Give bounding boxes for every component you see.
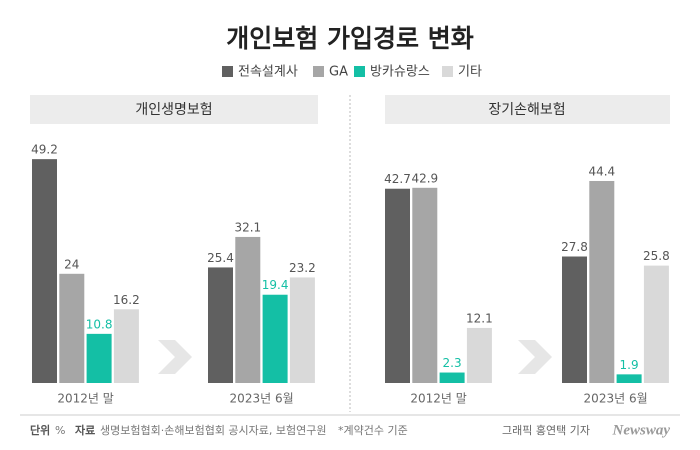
credit: 그래픽 홍연택 기자 (502, 423, 590, 437)
bar (262, 294, 288, 383)
source: 생명보험협회·손해보험협회 공시자료, 보험연구원 (100, 423, 327, 437)
legend-swatch (222, 66, 233, 77)
unit-label: 단위 (30, 423, 50, 437)
note: *계약건수 기준 (338, 423, 408, 437)
value-label: 25.4 (207, 251, 234, 265)
bar (59, 273, 85, 383)
value-label: 2.3 (443, 356, 462, 370)
x-tick-label: 2012년 말 (57, 392, 113, 406)
bar (589, 180, 615, 383)
panel-header (30, 95, 318, 124)
value-label: 42.7 (384, 172, 411, 186)
x-tick-label: 2023년 6월 (584, 392, 648, 406)
value-label: 1.9 (620, 358, 639, 372)
panel-header (385, 95, 670, 124)
bar (289, 277, 315, 383)
x-tick-label: 2012년 말 (410, 392, 466, 406)
legend-swatch (313, 66, 324, 77)
value-label: 49.2 (31, 143, 58, 157)
bar (235, 236, 261, 383)
value-label: 42.9 (411, 171, 438, 185)
value-label: 32.1 (234, 220, 261, 234)
legend-label: 기타 (458, 65, 482, 80)
legend-swatch (354, 66, 365, 77)
value-label: 10.8 (86, 317, 113, 331)
value-label: 12.1 (466, 311, 493, 325)
legend-label: 방카슈랑스 (370, 65, 430, 80)
panel-title: 개인생명보험 (135, 102, 212, 118)
value-label: 16.2 (113, 293, 140, 307)
arrow (158, 340, 192, 374)
value-label: 25.8 (643, 249, 670, 263)
value-label: 24 (64, 257, 79, 271)
legend-swatch (442, 66, 453, 77)
bar (439, 372, 465, 383)
unit: % (55, 424, 65, 437)
arrow (518, 340, 552, 374)
bar (616, 374, 642, 383)
legend-label: 전속설계사 (238, 65, 298, 80)
bar (32, 159, 57, 383)
brand: Newsway (612, 422, 671, 438)
bar (412, 187, 438, 383)
bar (208, 267, 233, 383)
value-label: 23.2 (289, 261, 316, 275)
panel-title: 장기손해보험 (488, 102, 565, 118)
bar (385, 188, 410, 383)
bar (562, 256, 587, 383)
x-tick-label: 2023년 6월 (230, 392, 294, 406)
bar (113, 309, 139, 383)
chart-title: 개인보험 가입경로 변화 (226, 24, 473, 53)
value-label: 27.8 (561, 240, 588, 254)
legend-label: GA (329, 65, 348, 80)
source-label: 자료 (75, 423, 95, 437)
value-label: 44.4 (588, 164, 615, 178)
bar (86, 333, 112, 383)
bar (643, 265, 669, 383)
bar (466, 327, 492, 383)
value-label: 19.4 (262, 278, 289, 292)
